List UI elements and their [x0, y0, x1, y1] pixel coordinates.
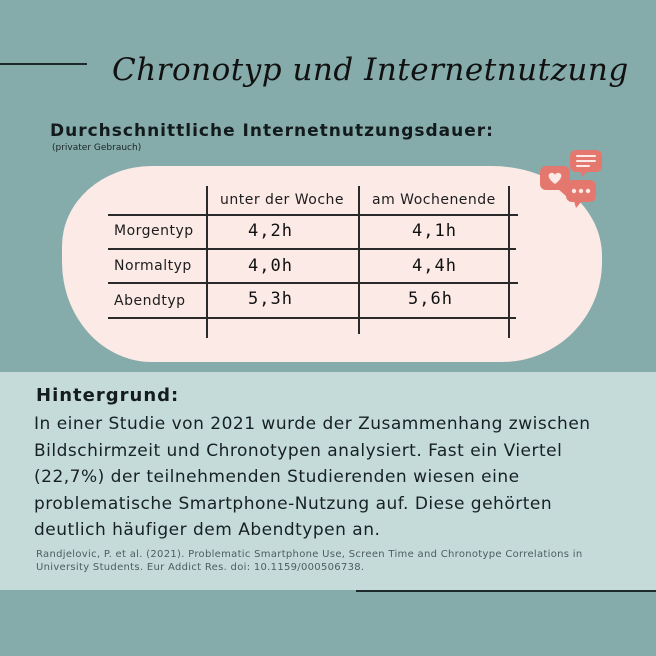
background-info-panel: [0, 372, 656, 590]
summary-line: (22,7%) der teilnehmenden Studierenden w…: [34, 467, 520, 487]
table-vline: [358, 186, 360, 334]
chat-bubbles-icon: [540, 150, 602, 208]
summary-line: deutlich häufiger dem Abendtypen an.: [34, 520, 381, 540]
study-summary: In einer Studie von 2021 wurde der Zusam…: [34, 411, 634, 544]
row-label: Abendtyp: [114, 293, 186, 309]
table-vline: [508, 186, 510, 338]
column-header: am Wochenende: [372, 192, 496, 208]
summary-line: problematische Smartphone-Nutzung auf. D…: [34, 493, 553, 514]
section-heading: Hintergrund:: [36, 385, 180, 406]
weekday-value: 4,2h: [248, 221, 293, 241]
chat-dots-icon: [566, 180, 596, 208]
reference-line: University Students. Eur Addict Res. doi…: [36, 562, 365, 573]
row-label: Morgentyp: [114, 223, 194, 239]
chat-lines-icon: [570, 150, 602, 177]
table-note: (privater Gebrauch): [52, 143, 142, 153]
table-hline: [108, 282, 518, 284]
column-header: unter der Woche: [220, 192, 345, 208]
weekday-value: 5,3h: [248, 289, 293, 309]
table-hline: [108, 214, 518, 216]
table-background-blob: [62, 166, 602, 362]
weekend-value: 5,6h: [408, 289, 453, 309]
table-hline: [108, 317, 516, 319]
summary-line: In einer Studie von 2021 wurde der Zusam…: [34, 414, 591, 434]
reference-citation: Randjelovic, P. et al. (2021). Problemat…: [36, 548, 636, 574]
chat-heart-icon: [540, 166, 570, 196]
decorative-line-top: [0, 63, 87, 65]
page-title: Chronotyp und Internetnutzung: [112, 52, 629, 88]
summary-line: Bildschirmzeit und Chronotypen analysier…: [34, 440, 563, 461]
weekday-value: 4,0h: [248, 256, 293, 276]
weekend-value: 4,1h: [412, 221, 457, 241]
table-heading: Durchschnittliche Internetnutzungsdauer:: [50, 121, 494, 141]
row-label: Normaltyp: [114, 258, 192, 274]
table-hline: [108, 248, 516, 250]
weekend-value: 4,4h: [412, 256, 457, 276]
reference-line: Randjelovic, P. et al. (2021). Problemat…: [36, 549, 583, 560]
decorative-line-bottom: [356, 590, 656, 592]
usage-table: unter der Woche am Wochenende Morgentyp …: [108, 186, 518, 338]
table-vline: [206, 186, 208, 338]
